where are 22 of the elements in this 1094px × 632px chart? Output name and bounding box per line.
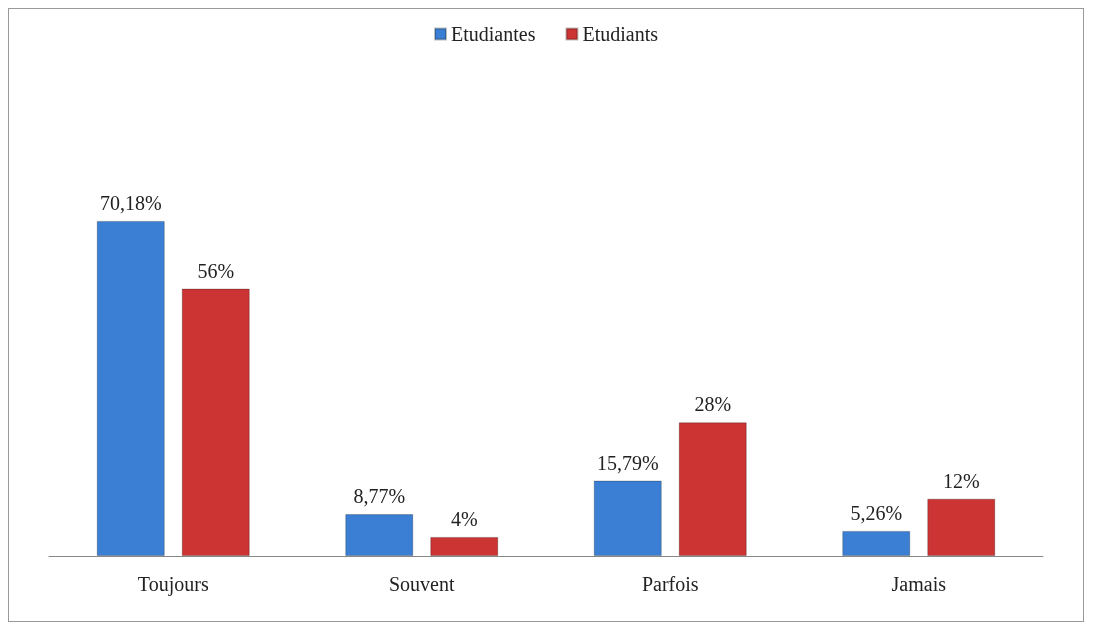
- data-label: 5,26%: [850, 501, 903, 524]
- data-label: 8,77%: [353, 485, 406, 508]
- bar: [593, 480, 662, 556]
- data-label: 4%: [450, 507, 478, 530]
- data-label: 28%: [694, 393, 732, 416]
- bar: [678, 422, 747, 556]
- data-label: 12%: [942, 469, 980, 492]
- x-tick-label: Jamais: [891, 573, 947, 595]
- legend-label: Etudiants: [582, 23, 659, 45]
- bar: [842, 530, 911, 556]
- x-tick-label: Parfois: [641, 573, 699, 595]
- data-label: 56%: [197, 259, 235, 282]
- data-label: 15,79%: [596, 451, 659, 474]
- bar: [345, 514, 414, 556]
- x-tick-label: Souvent: [388, 573, 455, 595]
- bar: [430, 536, 499, 556]
- data-label: 70,18%: [99, 191, 162, 214]
- bar: [181, 288, 250, 556]
- bar: [96, 220, 165, 556]
- bar: [927, 498, 996, 556]
- x-tick-label: Toujours: [137, 573, 209, 596]
- legend-label: Etudiantes: [451, 23, 536, 45]
